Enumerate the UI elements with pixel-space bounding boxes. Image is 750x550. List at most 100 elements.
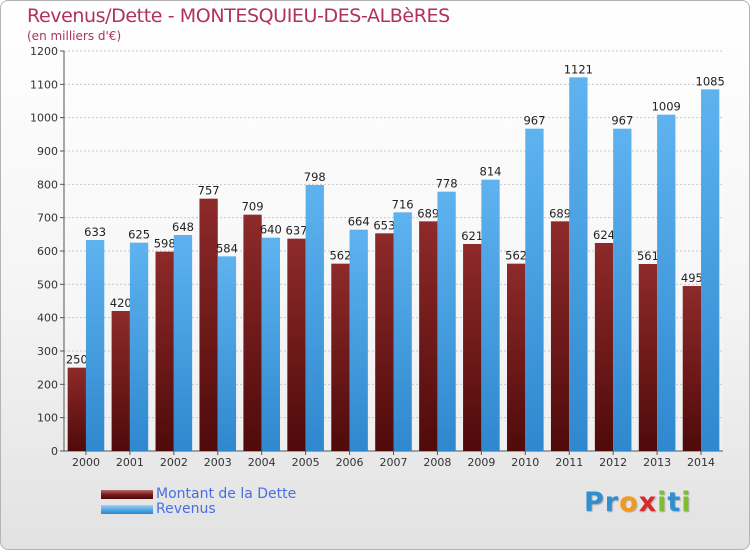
data-label-revenus: 1085 bbox=[696, 74, 725, 88]
data-label-dette: 621 bbox=[461, 229, 483, 243]
y-tick-label: 600 bbox=[37, 245, 58, 258]
y-tick-label: 1100 bbox=[30, 78, 58, 91]
data-label-dette: 420 bbox=[110, 296, 132, 310]
bar-revenus bbox=[657, 114, 676, 452]
logo-letter: x bbox=[638, 487, 658, 518]
data-label-dette: 689 bbox=[417, 206, 439, 220]
chart-subtitle: (en milliers d'€) bbox=[27, 29, 122, 43]
logo-letter: i bbox=[681, 487, 692, 518]
data-label-dette: 637 bbox=[286, 224, 308, 238]
x-tick-label: 2012 bbox=[599, 456, 627, 469]
x-tick-label: 2014 bbox=[687, 456, 715, 469]
x-tick-label: 2001 bbox=[116, 456, 144, 469]
y-tick-label: 800 bbox=[37, 178, 58, 191]
x-tick-label: 2010 bbox=[511, 456, 539, 469]
data-label-revenus: 798 bbox=[304, 170, 326, 184]
x-tick-label: 2013 bbox=[643, 456, 671, 469]
bar-revenus bbox=[701, 89, 720, 451]
bar-revenus bbox=[85, 240, 105, 451]
x-tick-label: 2002 bbox=[160, 456, 188, 469]
data-label-dette: 689 bbox=[549, 206, 571, 220]
data-label-revenus: 716 bbox=[392, 197, 414, 211]
data-label-revenus: 664 bbox=[348, 215, 370, 229]
data-label-revenus: 640 bbox=[260, 223, 282, 237]
data-label-revenus: 648 bbox=[172, 220, 194, 234]
x-tick-label: 2011 bbox=[555, 456, 583, 469]
logo-letter: i bbox=[657, 487, 668, 518]
legend-swatch-revenus bbox=[101, 505, 153, 514]
logo-letter: o bbox=[619, 487, 639, 518]
x-tick-label: 2009 bbox=[467, 456, 495, 469]
bar-revenus bbox=[305, 185, 324, 451]
y-tick-label: 500 bbox=[37, 278, 58, 291]
legend-swatch-dette bbox=[101, 490, 153, 499]
bar-revenus bbox=[569, 77, 588, 451]
bar-dette bbox=[199, 198, 218, 451]
data-label-dette: 562 bbox=[505, 249, 527, 263]
logo-letter: r bbox=[604, 487, 620, 518]
y-tick-label: 1200 bbox=[30, 45, 58, 58]
logo-letter: t bbox=[667, 487, 682, 518]
data-label-dette: 561 bbox=[637, 249, 659, 263]
bar-dette bbox=[375, 233, 394, 451]
y-tick-label: 100 bbox=[37, 412, 58, 425]
data-label-revenus: 778 bbox=[436, 177, 458, 191]
data-label-revenus: 967 bbox=[523, 114, 545, 128]
legend-label-dette: Montant de la Dette bbox=[156, 486, 297, 502]
data-label-revenus: 1009 bbox=[652, 100, 681, 114]
bar-dette bbox=[419, 221, 438, 451]
proxiti-logo: Proxiti bbox=[584, 487, 692, 518]
bar-dette bbox=[287, 238, 306, 451]
x-tick-label: 2004 bbox=[248, 456, 276, 469]
x-tick-label: 2003 bbox=[204, 456, 232, 469]
data-label-dette: 598 bbox=[154, 237, 176, 251]
data-label-revenus: 814 bbox=[480, 165, 502, 179]
y-tick-label: 900 bbox=[37, 145, 58, 158]
data-label-dette: 495 bbox=[681, 271, 703, 285]
data-label-revenus: 584 bbox=[216, 241, 238, 255]
bar-dette bbox=[507, 263, 526, 451]
bar-dette bbox=[550, 221, 570, 451]
data-label-dette: 757 bbox=[198, 184, 220, 198]
x-tick-label: 2007 bbox=[380, 456, 408, 469]
bar-dette bbox=[682, 286, 702, 451]
legend-label-revenus: Revenus bbox=[156, 501, 216, 517]
x-tick-label: 2000 bbox=[72, 456, 100, 469]
y-tick-label: 0 bbox=[51, 445, 58, 458]
bar-dette bbox=[638, 264, 658, 451]
y-tick-label: 200 bbox=[37, 378, 58, 391]
x-tick-label: 2005 bbox=[292, 456, 320, 469]
data-label-revenus: 1121 bbox=[564, 62, 593, 76]
bar-dette bbox=[463, 244, 482, 451]
x-tick-label: 2008 bbox=[423, 456, 451, 469]
bar-dette bbox=[243, 214, 262, 451]
data-label-dette: 624 bbox=[593, 228, 615, 242]
bar-revenus bbox=[173, 235, 193, 451]
bar-revenus bbox=[261, 237, 280, 451]
x-tick-label: 2006 bbox=[336, 456, 364, 469]
bar-revenus bbox=[349, 229, 368, 451]
bar-revenus bbox=[129, 242, 149, 451]
bar-revenus bbox=[217, 256, 237, 451]
y-tick-label: 300 bbox=[37, 345, 58, 358]
bar-dette bbox=[331, 263, 350, 451]
data-label-revenus: 625 bbox=[128, 228, 150, 242]
bar-dette bbox=[67, 367, 86, 451]
data-label-dette: 709 bbox=[242, 200, 264, 214]
bar-revenus bbox=[613, 128, 632, 451]
bar-revenus bbox=[393, 212, 412, 451]
data-label-revenus: 967 bbox=[611, 114, 633, 128]
logo-letter: P bbox=[584, 487, 605, 518]
bar-dette bbox=[111, 311, 130, 451]
bar-revenus bbox=[437, 191, 456, 451]
data-label-dette: 250 bbox=[66, 353, 88, 367]
data-label-dette: 562 bbox=[329, 249, 351, 263]
y-tick-label: 700 bbox=[37, 212, 58, 225]
data-label-revenus: 633 bbox=[84, 225, 106, 239]
data-label-dette: 653 bbox=[373, 218, 395, 232]
y-tick-label: 1000 bbox=[30, 112, 58, 125]
bar-dette bbox=[155, 251, 174, 451]
y-tick-label: 400 bbox=[37, 312, 58, 325]
